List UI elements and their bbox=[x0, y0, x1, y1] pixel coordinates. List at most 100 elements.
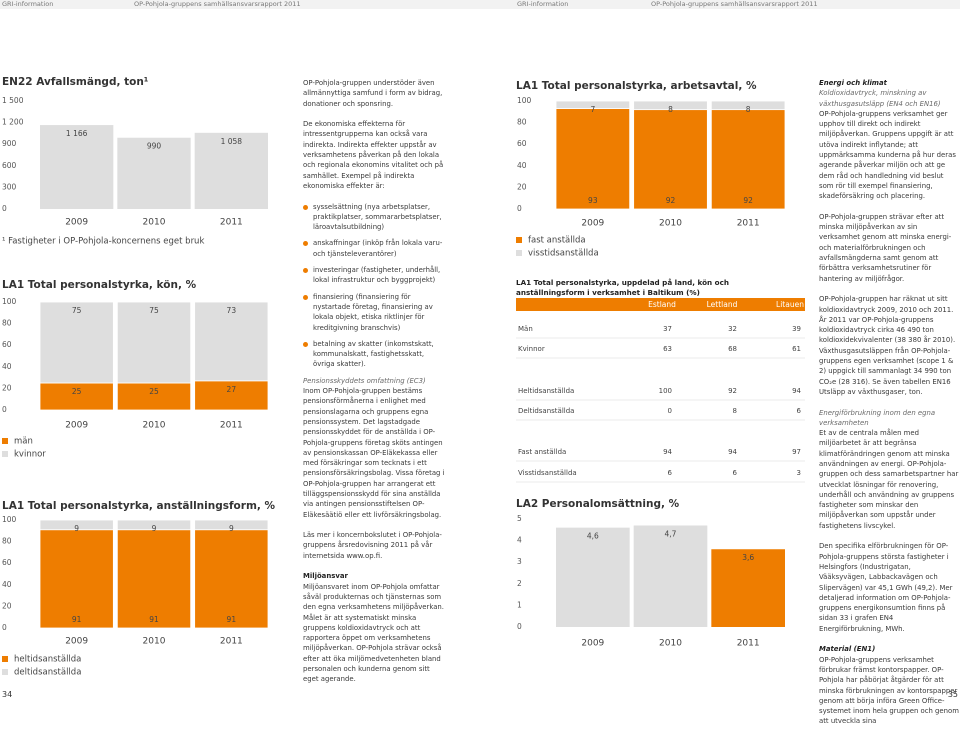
legend-label: fast anställda bbox=[528, 236, 586, 246]
legend-swatch bbox=[516, 250, 522, 256]
x-tick-label: 2011 bbox=[737, 639, 760, 649]
value-label: 91 bbox=[227, 615, 237, 624]
value-label: 92 bbox=[743, 196, 753, 205]
chart-title: LA2 Personalomsättning, % bbox=[516, 498, 680, 510]
row-label: Heltidsanställda bbox=[518, 387, 574, 395]
y-tick-label: 0 bbox=[2, 405, 7, 414]
bar-segment bbox=[633, 100, 708, 111]
cell: 92 bbox=[728, 387, 737, 395]
row-label: Fast anställda bbox=[518, 448, 566, 456]
cell: 0 bbox=[668, 407, 672, 415]
column-header: Estland bbox=[648, 300, 676, 309]
y-tick-label: 5 bbox=[517, 514, 522, 523]
y-tick-label: 60 bbox=[2, 558, 12, 567]
y-tick-label: 100 bbox=[517, 96, 532, 105]
heading: Material (EN1) bbox=[819, 645, 876, 654]
bar-segment bbox=[710, 100, 786, 111]
text-column: OP-Pohjola-gruppen understöder även allm… bbox=[303, 78, 446, 695]
cell: 39 bbox=[792, 325, 801, 333]
cell: 6 bbox=[668, 469, 673, 477]
row-label: Kvinnor bbox=[518, 345, 545, 353]
bar-segment bbox=[116, 301, 192, 384]
heading: Energi och klimat bbox=[819, 79, 887, 87]
paragraph: OP-Pohjola-gruppens verksamhet ger uppho… bbox=[819, 109, 956, 201]
x-tick-label: 2010 bbox=[143, 637, 166, 647]
heading: Pensionsskyddets omfattning (EC3) bbox=[303, 376, 426, 385]
y-tick-label: 20 bbox=[517, 182, 527, 191]
y-tick-label: 20 bbox=[2, 383, 12, 392]
y-tick-label: 100 bbox=[2, 515, 17, 524]
y-tick-label: 600 bbox=[2, 161, 17, 170]
paragraph: Inom OP-Pohjola-gruppen bestäms pensions… bbox=[303, 387, 445, 519]
value-label: 7 bbox=[590, 105, 595, 114]
cell: 94 bbox=[792, 387, 801, 395]
cell: 3 bbox=[797, 469, 801, 477]
paragraph: Läs mer i koncernbokslutet i OP-Pohjola-… bbox=[303, 531, 442, 560]
paragraph: OP-Pohjola-gruppen understöder även allm… bbox=[303, 79, 443, 108]
row-label: Män bbox=[518, 325, 533, 333]
bar-segment bbox=[555, 108, 631, 210]
bullet: investeringar (fastigheter, underhåll, l… bbox=[303, 265, 446, 286]
x-tick-label: 2011 bbox=[220, 421, 243, 431]
value-label: 9 bbox=[229, 524, 234, 533]
value-label: 73 bbox=[227, 306, 237, 315]
legend-label: heltidsanställda bbox=[14, 655, 81, 665]
cell: 8 bbox=[733, 407, 737, 415]
chart-title: EN22 Avfallsmängd, ton¹ bbox=[2, 76, 149, 88]
legend-swatch bbox=[2, 451, 8, 457]
row-label: Deltidsanställda bbox=[518, 407, 574, 415]
y-tick-label: 1 500 bbox=[2, 96, 24, 105]
column-header: Lettland bbox=[707, 300, 738, 309]
cell: 37 bbox=[663, 325, 672, 333]
x-tick-label: 2010 bbox=[659, 219, 682, 229]
bar-segment bbox=[710, 109, 786, 210]
paragraph: OP-Pohjola-gruppen har räknat ut sitt ko… bbox=[819, 295, 956, 396]
paragraph: Den specifika elförbrukningen för OP-Poh… bbox=[819, 542, 953, 633]
header-text: GRI-information bbox=[2, 0, 54, 8]
header-text: OP-Pohjola-gruppens samhällsansvarsrappo… bbox=[134, 0, 301, 8]
bullet: sysselsättning (nya arbetsplatser, prakt… bbox=[303, 202, 446, 233]
value-label: 4,6 bbox=[587, 532, 599, 541]
cell: 6 bbox=[797, 407, 802, 415]
bar-segment bbox=[39, 382, 114, 411]
value-label: 1 166 bbox=[66, 129, 88, 138]
page-number: 35 bbox=[947, 690, 958, 699]
y-tick-label: 900 bbox=[2, 139, 17, 148]
page-number: 34 bbox=[2, 690, 13, 699]
x-tick-label: 2009 bbox=[581, 219, 604, 229]
y-tick-label: 80 bbox=[517, 118, 527, 127]
paragraph: Miljöansvaret inom OP-Pohjola omfattar s… bbox=[303, 582, 444, 684]
cell: 61 bbox=[792, 345, 801, 353]
cell: 63 bbox=[663, 345, 672, 353]
y-tick-label: 1 bbox=[517, 600, 522, 609]
value-label: 91 bbox=[72, 615, 82, 624]
y-tick-label: 20 bbox=[2, 601, 12, 610]
table-header-band bbox=[516, 298, 805, 311]
y-tick-label: 40 bbox=[517, 161, 527, 170]
paragraph: De ekonomiska effekterna för intressentg… bbox=[303, 120, 444, 190]
value-label: 91 bbox=[149, 615, 159, 624]
bar bbox=[556, 527, 630, 627]
y-tick-label: 300 bbox=[2, 182, 17, 191]
y-tick-label: 0 bbox=[517, 204, 522, 213]
x-tick-label: 2009 bbox=[65, 637, 88, 647]
value-label: 75 bbox=[149, 306, 159, 315]
bar bbox=[711, 549, 785, 627]
footnote: ¹ Fastigheter i OP-Pohjola-koncernens eg… bbox=[2, 237, 204, 247]
row-label: Visstidsanställda bbox=[518, 469, 577, 477]
header-text: GRI-information bbox=[517, 0, 569, 8]
bar-segment bbox=[116, 519, 192, 531]
cell: 100 bbox=[659, 387, 672, 395]
header-text: OP-Pohjola-gruppens samhällsansvarsrappo… bbox=[651, 0, 818, 8]
value-label: 25 bbox=[149, 387, 159, 396]
bar bbox=[40, 125, 114, 209]
value-label: 990 bbox=[147, 142, 162, 151]
value-label: 9 bbox=[152, 524, 157, 533]
value-label: 8 bbox=[746, 105, 751, 114]
bullet: anskaffningar (inköp från lokala varu- o… bbox=[303, 238, 446, 259]
chart-title: LA1 Total personalstyrka, anställningsfo… bbox=[2, 500, 276, 512]
bar-segment bbox=[194, 519, 269, 531]
bar-segment bbox=[39, 529, 114, 629]
legend-label: visstidsanställda bbox=[528, 249, 599, 259]
